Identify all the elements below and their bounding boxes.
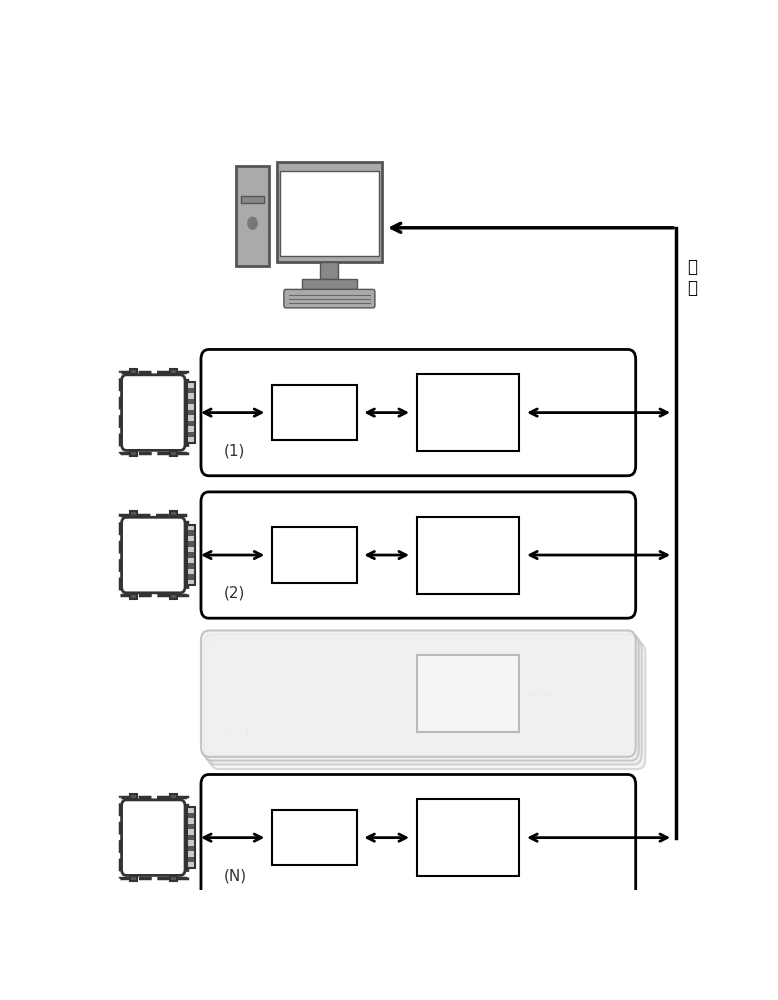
Bar <box>188 563 194 569</box>
Bar <box>188 432 194 437</box>
Bar <box>417 655 520 732</box>
Text: 嵌入式: 嵌入式 <box>453 675 483 693</box>
Text: 嵌入式: 嵌入式 <box>453 391 483 409</box>
FancyBboxPatch shape <box>201 349 636 476</box>
Circle shape <box>248 217 258 229</box>
Bar <box>188 857 194 862</box>
FancyBboxPatch shape <box>201 492 636 618</box>
Bar <box>417 799 520 876</box>
Bar <box>120 372 187 453</box>
Bar <box>130 369 136 374</box>
Bar <box>321 262 338 279</box>
Bar <box>188 813 194 818</box>
Bar <box>272 810 356 865</box>
Text: 总控机: 总控机 <box>314 201 345 219</box>
Bar <box>170 594 177 599</box>
Text: (N): (N) <box>224 868 247 883</box>
Text: 总
线: 总 线 <box>687 258 697 297</box>
Bar <box>188 574 194 580</box>
Text: 嵌入式: 嵌入式 <box>453 534 483 552</box>
FancyBboxPatch shape <box>207 638 642 764</box>
FancyBboxPatch shape <box>121 800 185 875</box>
Bar <box>188 552 194 558</box>
Text: 嵌入式: 嵌入式 <box>453 816 483 834</box>
Text: 控制电路: 控制电路 <box>297 548 331 562</box>
FancyBboxPatch shape <box>121 375 185 450</box>
Bar <box>170 794 177 799</box>
Bar <box>120 515 187 595</box>
FancyBboxPatch shape <box>204 634 639 761</box>
Bar <box>130 451 136 456</box>
Bar <box>302 279 356 289</box>
Bar <box>272 527 356 583</box>
Bar <box>188 399 194 404</box>
Text: SOC: SOC <box>450 841 485 859</box>
Text: SSD: SSD <box>130 828 177 848</box>
Text: (2): (2) <box>224 585 245 600</box>
Bar <box>170 451 177 456</box>
Bar <box>170 511 177 516</box>
Text: (1): (1) <box>224 443 245 458</box>
Text: 控制电路: 控制电路 <box>297 831 331 845</box>
Bar <box>188 824 194 829</box>
Text: SOC: SOC <box>450 697 485 715</box>
FancyBboxPatch shape <box>211 643 645 769</box>
Bar <box>417 517 520 594</box>
Bar <box>236 166 269 266</box>
Bar <box>188 421 194 426</box>
Bar <box>188 835 194 840</box>
FancyBboxPatch shape <box>121 517 185 593</box>
Bar <box>241 196 264 203</box>
Text: SSD: SSD <box>130 545 177 565</box>
Text: 控制电路: 控制电路 <box>297 406 331 420</box>
FancyBboxPatch shape <box>201 631 636 757</box>
Bar <box>277 162 382 262</box>
FancyBboxPatch shape <box>284 289 375 308</box>
Bar <box>187 382 195 443</box>
Bar <box>120 797 187 878</box>
Bar <box>188 410 194 415</box>
Bar <box>188 388 194 393</box>
Bar <box>188 846 194 851</box>
Bar <box>188 530 194 536</box>
Text: SOC: SOC <box>450 416 485 434</box>
Bar <box>130 876 136 881</box>
Bar <box>130 594 136 599</box>
Bar <box>280 171 379 256</box>
FancyBboxPatch shape <box>201 774 636 901</box>
Bar <box>272 385 356 440</box>
Text: (...): (...) <box>224 724 251 739</box>
Bar <box>187 525 195 585</box>
Bar <box>170 369 177 374</box>
Bar <box>188 541 194 547</box>
Bar <box>170 876 177 881</box>
Text: SSD: SSD <box>130 403 177 423</box>
Bar <box>417 374 520 451</box>
Bar <box>130 794 136 799</box>
Text: SOC: SOC <box>450 558 485 576</box>
Bar <box>130 511 136 516</box>
Bar <box>187 807 195 868</box>
